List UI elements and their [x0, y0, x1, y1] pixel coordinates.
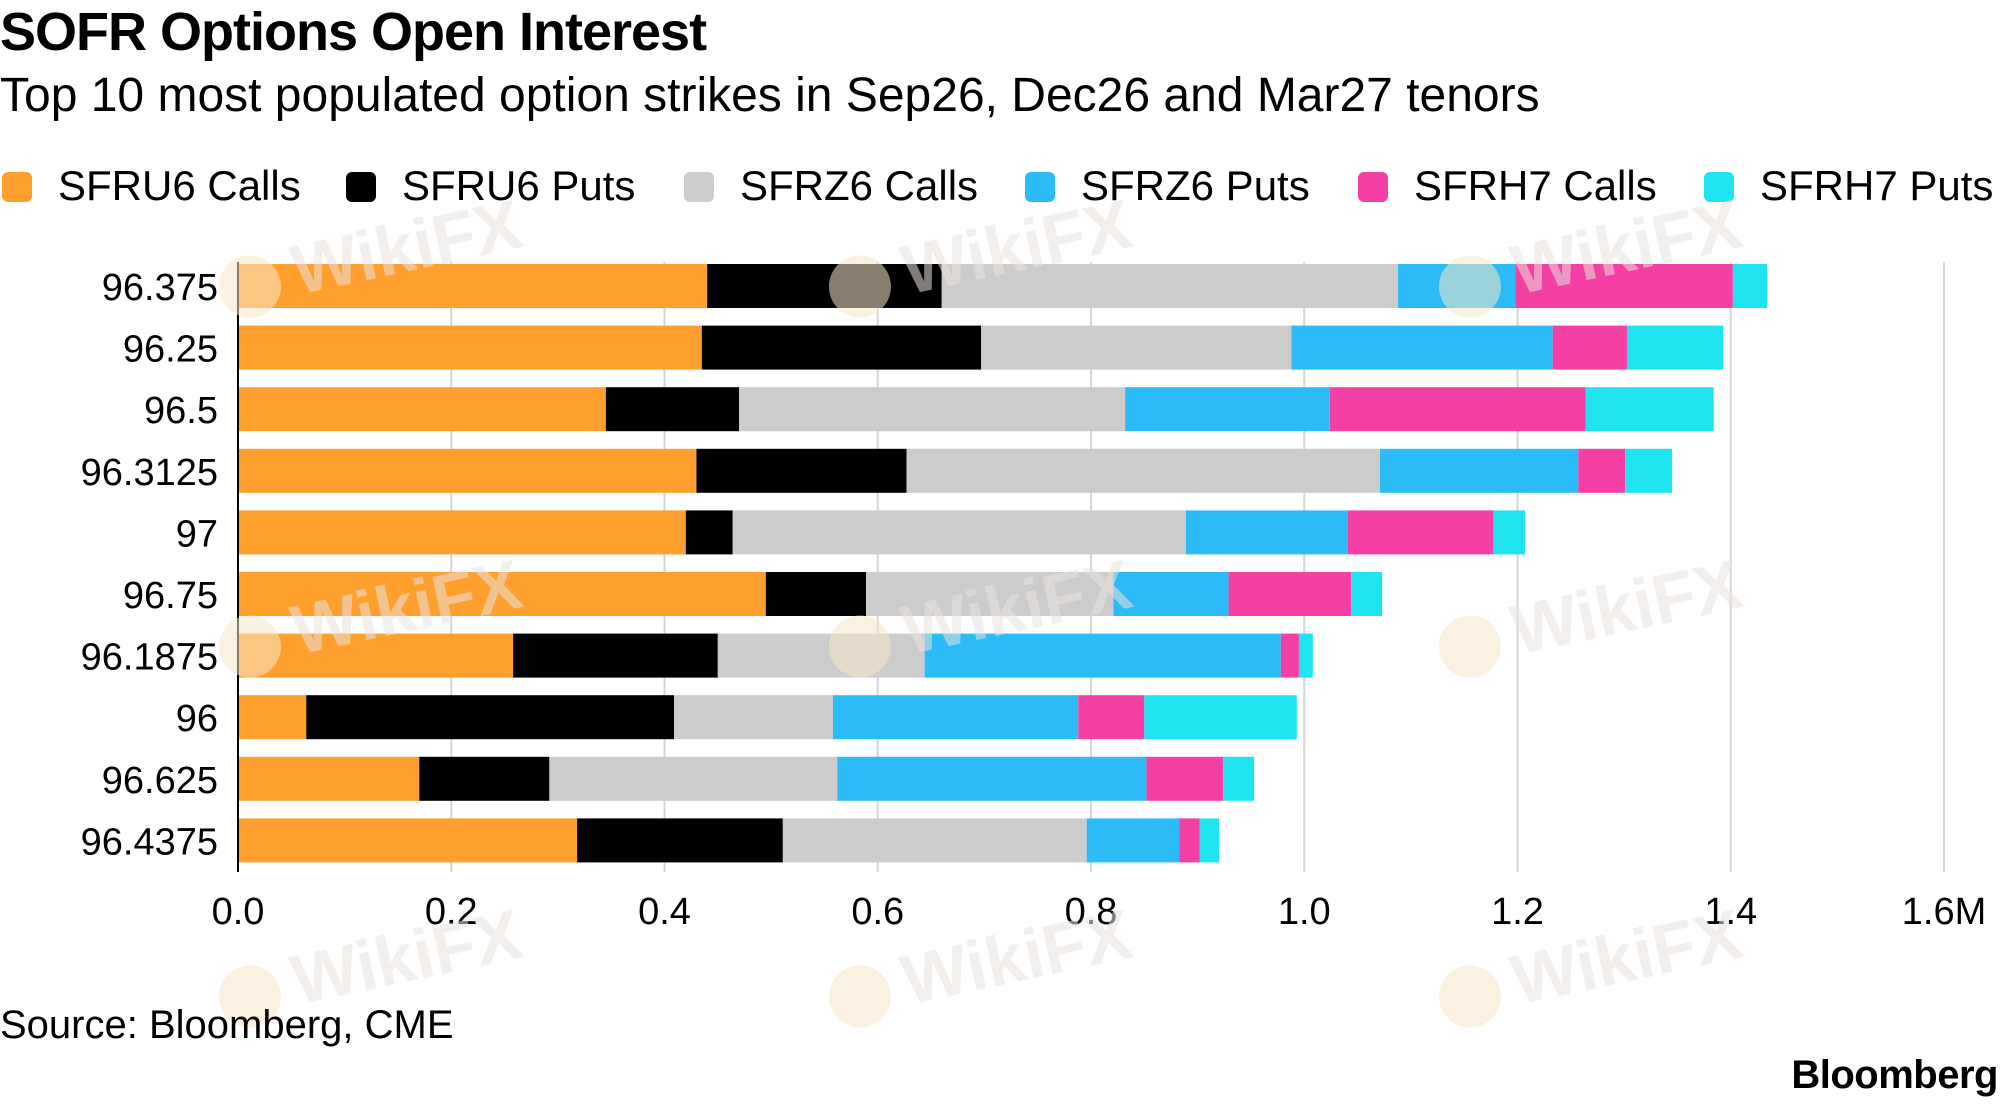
bar-segment — [1078, 695, 1145, 740]
x-tick-label: 0.0 — [212, 891, 265, 933]
y-tick-label: 96.3125 — [81, 452, 218, 494]
bar-segment — [1298, 633, 1313, 678]
bar-segment — [1578, 448, 1626, 493]
bar-segment — [238, 264, 708, 308]
bar-segment — [1552, 325, 1628, 370]
bar-segment — [513, 633, 718, 678]
watermark-icon — [823, 959, 897, 1033]
bar-segment — [1146, 756, 1224, 801]
legend-label: SFRU6 Calls — [58, 162, 301, 209]
chart-title: SOFR Options Open Interest — [0, 2, 707, 62]
bar-segment — [1291, 325, 1553, 370]
bar-segment — [866, 572, 1114, 616]
bar-segment — [1379, 448, 1579, 493]
bar-segment — [1113, 572, 1229, 616]
bloomberg-logo: Bloomberg — [1791, 1053, 1998, 1097]
bar-segment — [1199, 818, 1219, 863]
legend-swatch — [346, 172, 376, 202]
bar-segment — [549, 756, 838, 801]
bar-segment — [238, 572, 766, 616]
y-tick-label: 96.25 — [123, 329, 218, 371]
x-tick-label: 1.2 — [1491, 891, 1544, 933]
bar-segment — [696, 448, 907, 493]
bar-segment — [732, 510, 1186, 555]
bar-segment — [1228, 572, 1352, 616]
x-tick-label: 1.6M — [1902, 891, 1986, 933]
bar-segment — [238, 510, 686, 555]
bar-segment — [238, 387, 606, 432]
bar-segment — [1223, 756, 1255, 801]
bar-segment — [906, 448, 1380, 493]
bar-segment — [1086, 818, 1180, 863]
x-tick-label: 0.4 — [638, 891, 691, 933]
legend-swatch — [1358, 172, 1388, 202]
y-tick-label: 96 — [176, 698, 218, 740]
x-tick-label: 0.6 — [851, 891, 904, 933]
bar-segment — [238, 448, 697, 493]
bar-segment — [765, 572, 867, 616]
y-tick-label: 96.1875 — [81, 637, 218, 679]
y-tick-label: 96.5 — [144, 390, 218, 432]
y-tick-label: 96.4375 — [81, 821, 218, 863]
bar-segment — [707, 264, 942, 308]
bar-segment — [1492, 510, 1525, 555]
bar-segment — [1280, 633, 1299, 678]
x-tick-label: 1.0 — [1278, 891, 1331, 933]
chart-subtitle: Top 10 most populated option strikes in … — [0, 69, 1540, 122]
y-tick-label: 97 — [176, 513, 218, 555]
bar-segment — [1179, 818, 1200, 863]
bar-segment — [685, 510, 733, 555]
legend-label: SFRH7 Calls — [1414, 162, 1657, 209]
watermark-icon — [1433, 959, 1507, 1033]
chart-legend: SFRU6 Calls SFRU6 Puts SFRZ6 Calls SFRZ6… — [0, 158, 2004, 214]
y-tick-label: 96.375 — [102, 267, 218, 309]
y-tick-label: 96.625 — [102, 760, 218, 802]
bar-segment — [238, 818, 578, 863]
bar-segment — [837, 756, 1147, 801]
bar-segment — [605, 387, 740, 432]
bar-segment — [1585, 387, 1714, 432]
bar-segment — [306, 695, 675, 740]
bar-segment — [674, 695, 833, 740]
bar-segment — [1329, 387, 1586, 432]
bar-segment — [1125, 387, 1330, 432]
legend-swatch — [1704, 172, 1734, 202]
legend-swatch — [1025, 172, 1055, 202]
bar-segment — [782, 818, 1087, 863]
legend-label: SFRH7 Puts — [1760, 162, 1994, 209]
bar-segment — [238, 325, 702, 370]
x-tick-label: 0.2 — [425, 891, 478, 933]
legend-label: SFRZ6 Calls — [740, 162, 979, 209]
bar-segment — [924, 633, 1281, 678]
bar-segment — [419, 756, 550, 801]
bar-segment — [238, 633, 514, 678]
source-note: Source: Bloomberg, CME — [0, 1003, 454, 1047]
bar-segment — [941, 264, 1399, 308]
legend-label: SFRZ6 Puts — [1081, 162, 1310, 209]
y-tick-label: 96.75 — [123, 575, 218, 617]
bar-segment — [1144, 695, 1297, 740]
bar-segment — [1351, 572, 1383, 616]
bar-segment — [739, 387, 1126, 432]
bar-segment — [1732, 264, 1768, 308]
legend-swatch — [2, 172, 32, 202]
bar-segment — [1185, 510, 1348, 555]
bar-segment — [238, 695, 307, 740]
legend-swatch — [684, 172, 714, 202]
bar-segment — [1625, 448, 1673, 493]
bar-segment — [1515, 264, 1733, 308]
bar-segment — [577, 818, 783, 863]
stacked-bar-chart: 0.0 0.2 0.4 0.6 0.8 1.0 1.2 1.4 1.6M 96.375 96.25 9… — [81, 262, 1986, 933]
bar-segment — [1398, 264, 1516, 308]
x-tick-label: 1.4 — [1704, 891, 1757, 933]
bar-segment — [238, 756, 420, 801]
legend-label: SFRU6 Puts — [402, 162, 636, 209]
bar-segment — [701, 325, 982, 370]
bar-segment — [981, 325, 1292, 370]
bar-segment — [717, 633, 925, 678]
x-tick-label: 0.8 — [1065, 891, 1118, 933]
bar-segment — [1627, 325, 1724, 370]
bar-segment — [832, 695, 1079, 740]
bar-segment — [1347, 510, 1493, 555]
